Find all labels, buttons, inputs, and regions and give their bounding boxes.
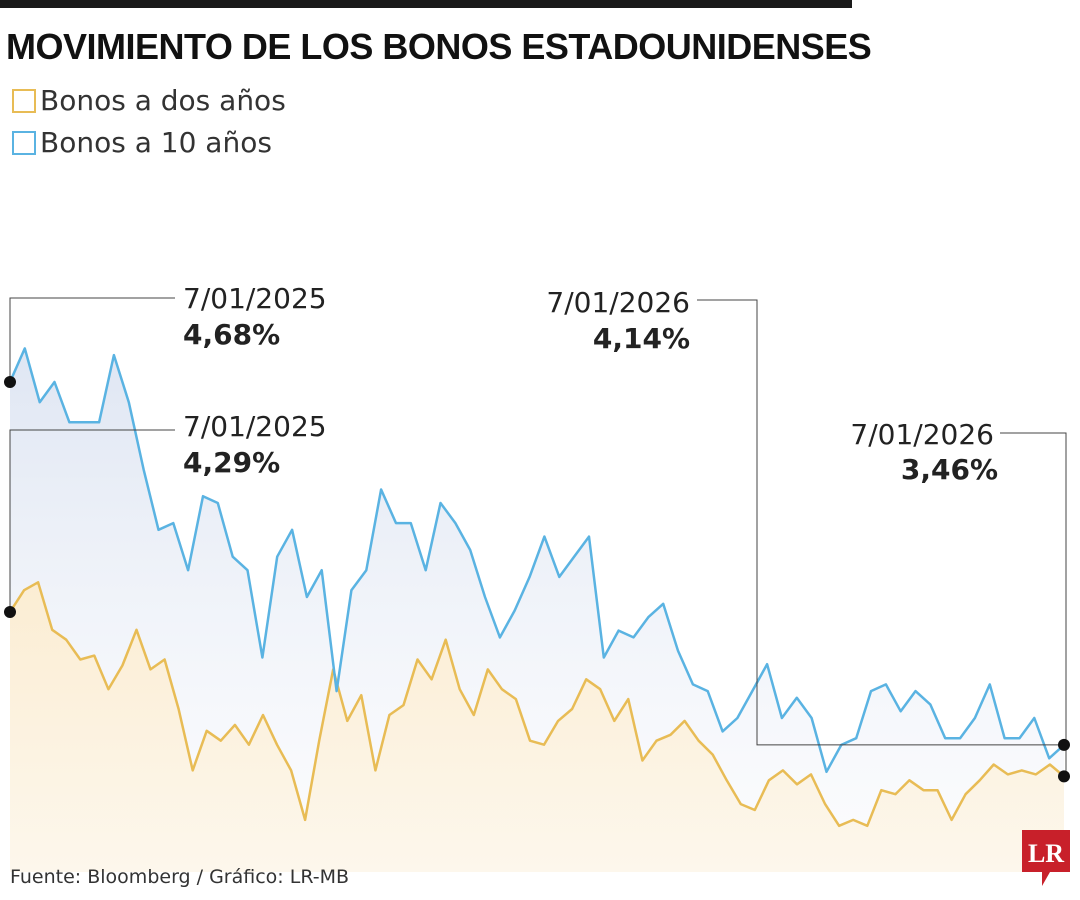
data-point-end [1058,738,1070,751]
area-two-year [10,582,1064,872]
top-rule [0,0,852,8]
annotation-value: 4,29% [183,446,281,479]
annotation-date: 7/01/2025 [183,282,327,315]
source-note: Fuente: Bloomberg / Gráfico: LR-MB [10,866,350,888]
annotation-value: 4,14% [592,322,690,355]
line-ten-year [8,347,1065,774]
legend-label: Bonos a 10 años [40,126,272,159]
legend-label: Bonos a dos años [40,84,286,117]
leader-line [697,299,1064,746]
lr-logo: LR [1022,830,1070,886]
annotation-value: 3,46% [900,453,998,486]
annotation-date: 7/01/2026 [850,418,994,451]
svg-text:LR: LR [1028,839,1064,868]
line-two-year [8,581,1065,828]
data-point-end [1058,770,1070,783]
annotation-value: 4,68% [183,318,281,351]
annotation-date: 7/01/2025 [183,410,327,443]
chart-title: MOVIMIENTO DE LOS BONOS ESTADOUNIDENSES [6,26,872,67]
legend-item-two-year: Bonos a dos años [12,84,286,117]
data-point-start [4,606,16,618]
leader-line [1000,432,1067,777]
legend-swatch [12,130,36,155]
data-point-start [4,376,16,388]
legend-item-ten-year: Bonos a 10 años [12,126,272,159]
leader-line [9,429,175,612]
annotation-date: 7/01/2026 [546,286,690,319]
legend-swatch [12,88,36,113]
leader-line [9,297,175,382]
